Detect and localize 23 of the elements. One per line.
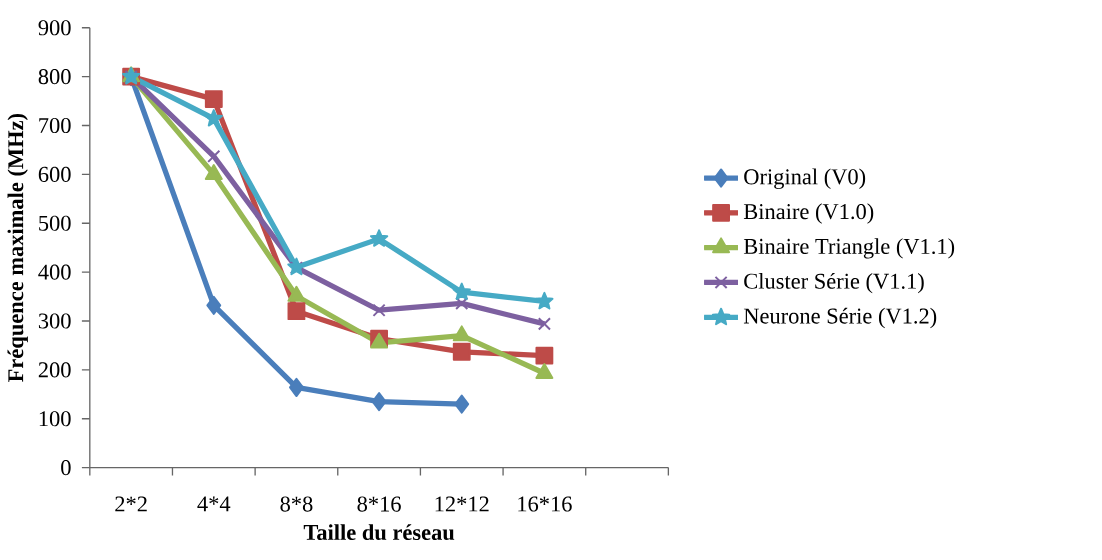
y-axis-title: Fréquence maximale (MHz) bbox=[7, 114, 28, 383]
legend-label: Binaire (V1.0) bbox=[743, 203, 874, 224]
y-tick-label: 500 bbox=[39, 215, 71, 231]
y-tick-label: 700 bbox=[39, 118, 71, 134]
legend-label: Cluster Série (V1.1) bbox=[744, 273, 924, 294]
y-tick-label: 900 bbox=[38, 20, 71, 36]
x-tick-label: 2*2 bbox=[115, 496, 147, 512]
y-tick-label: 300 bbox=[38, 313, 71, 329]
x-tick-label: 8*16 bbox=[357, 496, 401, 512]
x-tick-label: 12*12 bbox=[435, 496, 489, 512]
y-tick-label: 400 bbox=[38, 264, 71, 280]
x-axis-title: Taille du réseau bbox=[303, 524, 455, 541]
y-tick-label: 100 bbox=[39, 411, 71, 427]
x-tick-label: 4*4 bbox=[197, 496, 231, 512]
y-tick-label: 200 bbox=[38, 362, 71, 378]
y-tick-label: 800 bbox=[38, 69, 71, 85]
x-tick-label: 8*8 bbox=[280, 496, 313, 512]
y-tick-label: 600 bbox=[38, 166, 71, 183]
y-tick-label: 0 bbox=[61, 460, 71, 476]
x-tick-label: 16*16 bbox=[518, 496, 572, 512]
legend-label: Neurone Série (V1.2) bbox=[743, 307, 937, 329]
legend-label: Binaire Triangle (V1.1) bbox=[743, 238, 955, 259]
legend-label: Original (V0) bbox=[744, 168, 866, 190]
